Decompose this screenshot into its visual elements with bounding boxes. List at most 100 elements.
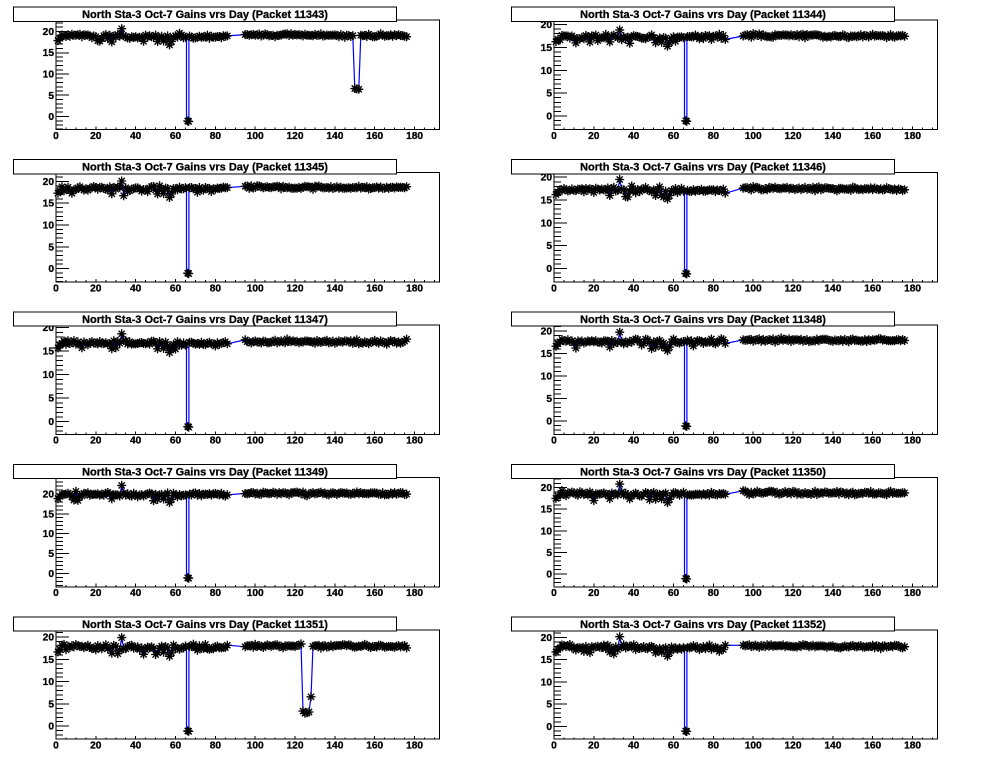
svg-text:40: 40: [130, 588, 142, 599]
svg-text:20: 20: [541, 633, 553, 644]
svg-text:North Sta-3 Oct-7 Gains vrs Da: North Sta-3 Oct-7 Gains vrs Day (Packet …: [580, 314, 826, 326]
svg-text:0: 0: [53, 131, 59, 142]
svg-text:20: 20: [541, 326, 553, 337]
svg-text:60: 60: [668, 588, 680, 599]
svg-text:100: 100: [247, 436, 264, 447]
svg-text:160: 160: [864, 283, 881, 294]
svg-text:160: 160: [366, 131, 383, 142]
svg-text:40: 40: [130, 741, 142, 752]
svg-text:0: 0: [546, 417, 552, 428]
svg-text:5: 5: [48, 394, 54, 405]
svg-text:140: 140: [824, 436, 841, 447]
svg-text:20: 20: [90, 283, 102, 294]
svg-text:60: 60: [668, 131, 680, 142]
svg-text:15: 15: [43, 509, 55, 520]
svg-text:20: 20: [588, 741, 600, 752]
svg-text:10: 10: [43, 70, 55, 81]
svg-text:15: 15: [541, 196, 553, 207]
svg-text:60: 60: [170, 436, 182, 447]
svg-text:120: 120: [785, 283, 802, 294]
svg-text:5: 5: [546, 548, 552, 559]
svg-text:0: 0: [48, 112, 54, 123]
svg-text:100: 100: [745, 131, 762, 142]
svg-text:120: 120: [785, 741, 802, 752]
svg-text:10: 10: [43, 529, 55, 540]
svg-text:10: 10: [43, 221, 55, 232]
svg-text:120: 120: [287, 741, 304, 752]
svg-text:60: 60: [170, 131, 182, 142]
svg-text:North Sta-3 Oct-7 Gains vrs Da: North Sta-3 Oct-7 Gains vrs Day (Packet …: [580, 619, 826, 631]
svg-text:100: 100: [745, 588, 762, 599]
svg-text:160: 160: [366, 588, 383, 599]
svg-text:20: 20: [588, 131, 600, 142]
svg-text:140: 140: [326, 588, 343, 599]
svg-text:10: 10: [541, 218, 553, 229]
svg-text:5: 5: [546, 241, 552, 252]
svg-text:0: 0: [53, 588, 59, 599]
svg-text:80: 80: [210, 436, 222, 447]
svg-text:80: 80: [210, 741, 222, 752]
svg-text:120: 120: [785, 436, 802, 447]
svg-text:0: 0: [551, 741, 557, 752]
svg-text:0: 0: [48, 417, 54, 428]
svg-text:160: 160: [366, 741, 383, 752]
svg-text:15: 15: [541, 505, 553, 516]
svg-text:100: 100: [745, 436, 762, 447]
svg-text:15: 15: [43, 655, 55, 666]
svg-text:5: 5: [546, 700, 552, 711]
svg-text:10: 10: [541, 66, 553, 77]
svg-text:0: 0: [48, 569, 54, 580]
svg-text:160: 160: [366, 436, 383, 447]
svg-text:180: 180: [406, 741, 423, 752]
svg-text:20: 20: [43, 633, 55, 644]
svg-text:100: 100: [745, 283, 762, 294]
svg-text:180: 180: [406, 588, 423, 599]
svg-text:North Sta-3 Oct-7 Gains vrs Da: North Sta-3 Oct-7 Gains vrs Day (Packet …: [82, 162, 328, 174]
svg-text:5: 5: [48, 91, 54, 102]
svg-text:160: 160: [864, 131, 881, 142]
svg-text:20: 20: [588, 436, 600, 447]
svg-text:60: 60: [668, 283, 680, 294]
svg-text:80: 80: [708, 131, 720, 142]
svg-text:140: 140: [326, 283, 343, 294]
svg-text:0: 0: [551, 283, 557, 294]
svg-text:80: 80: [708, 436, 720, 447]
svg-text:60: 60: [668, 741, 680, 752]
svg-text:180: 180: [406, 436, 423, 447]
svg-text:North Sta-3 Oct-7 Gains vrs Da: North Sta-3 Oct-7 Gains vrs Day (Packet …: [580, 162, 826, 174]
svg-text:40: 40: [628, 741, 640, 752]
svg-text:20: 20: [541, 20, 553, 31]
svg-text:20: 20: [90, 131, 102, 142]
svg-text:80: 80: [210, 588, 222, 599]
svg-text:20: 20: [588, 588, 600, 599]
svg-text:40: 40: [628, 436, 640, 447]
svg-text:60: 60: [170, 588, 182, 599]
svg-text:0: 0: [546, 112, 552, 123]
svg-text:5: 5: [546, 394, 552, 405]
svg-text:180: 180: [904, 588, 921, 599]
svg-text:5: 5: [546, 89, 552, 100]
svg-text:140: 140: [326, 436, 343, 447]
svg-text:15: 15: [43, 199, 55, 210]
svg-text:20: 20: [588, 283, 600, 294]
svg-text:180: 180: [904, 131, 921, 142]
svg-text:0: 0: [48, 264, 54, 275]
svg-text:20: 20: [541, 483, 553, 494]
svg-text:0: 0: [551, 588, 557, 599]
svg-text:100: 100: [247, 588, 264, 599]
svg-text:120: 120: [287, 283, 304, 294]
svg-text:North Sta-3 Oct-7 Gains vrs Da: North Sta-3 Oct-7 Gains vrs Day (Packet …: [580, 466, 826, 478]
svg-text:20: 20: [90, 588, 102, 599]
svg-text:160: 160: [864, 588, 881, 599]
svg-text:North Sta-3 Oct-7 Gains vrs Da: North Sta-3 Oct-7 Gains vrs Day (Packet …: [580, 9, 826, 21]
svg-text:20: 20: [90, 436, 102, 447]
svg-text:20: 20: [541, 173, 553, 184]
svg-text:140: 140: [824, 741, 841, 752]
svg-text:0: 0: [48, 722, 54, 733]
svg-text:120: 120: [785, 131, 802, 142]
svg-text:180: 180: [406, 283, 423, 294]
svg-text:160: 160: [366, 283, 383, 294]
svg-text:40: 40: [130, 131, 142, 142]
svg-text:10: 10: [43, 677, 55, 688]
svg-text:10: 10: [43, 370, 55, 381]
